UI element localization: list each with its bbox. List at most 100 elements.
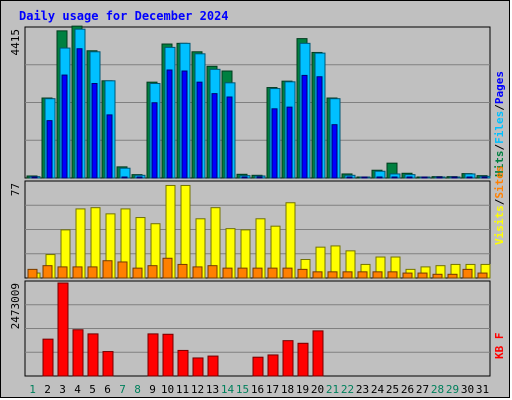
day-label-9: 9 — [149, 383, 156, 396]
bar-kb-f-day-18 — [282, 340, 294, 377]
legend-entry: KB F — [493, 333, 506, 360]
bar-pages-day-8 — [136, 176, 143, 179]
bar-sites-day-22 — [342, 271, 353, 279]
bar-pages-day-27 — [421, 176, 428, 179]
bar-pages-day-26 — [406, 176, 413, 179]
day-label-25: 25 — [386, 383, 399, 396]
bar-pages-day-25 — [391, 176, 398, 179]
day-label-4: 4 — [74, 383, 81, 396]
bar-pages-day-15 — [241, 176, 248, 179]
legend-entry: / — [493, 198, 506, 205]
bar-sites-day-10 — [162, 257, 173, 279]
bar-visits-day-18 — [285, 202, 296, 279]
bar-sites-day-23 — [357, 271, 368, 279]
bar-pages-day-22 — [346, 176, 353, 179]
bar-kb-f-day-3 — [57, 282, 69, 377]
bar-sites-day-3 — [57, 266, 68, 279]
bar-sites-day-7 — [117, 261, 128, 279]
bar-kb-f-day-20 — [312, 330, 324, 377]
bar-sites-day-25 — [387, 271, 398, 279]
bar-pages-day-31 — [481, 176, 488, 179]
day-label-20: 20 — [311, 383, 324, 396]
day-label-3: 3 — [59, 383, 66, 396]
bar-sites-day-12 — [192, 266, 203, 279]
bar-kb-f-day-4 — [72, 329, 84, 377]
bar-pages-day-3 — [61, 74, 68, 179]
bar-pages-day-1 — [31, 176, 38, 179]
legend-entry: / — [493, 144, 506, 151]
bar-sites-day-5 — [87, 266, 98, 279]
day-label-11: 11 — [176, 383, 189, 396]
legend-entry: Visits — [493, 205, 506, 245]
bar-sites-day-27 — [417, 272, 428, 279]
bar-sites-day-30 — [462, 268, 473, 279]
legend-entry: Hits — [493, 151, 506, 178]
y-max-label: 77 — [9, 183, 22, 196]
day-label-19: 19 — [296, 383, 309, 396]
bar-pages-day-12 — [196, 81, 203, 179]
chart-title: Daily usage for December 2024 — [19, 9, 229, 23]
bar-pages-day-21 — [331, 124, 338, 179]
day-label-16: 16 — [251, 383, 264, 396]
bar-sites-day-2 — [42, 265, 53, 279]
bar-kb-f-day-6 — [102, 351, 114, 377]
bar-pages-day-17 — [271, 108, 278, 179]
bar-pages-day-9 — [151, 102, 158, 179]
bar-kb-f-day-10 — [162, 333, 174, 377]
y-max-label: 2473009 — [9, 283, 22, 329]
bar-kb-f-day-13 — [207, 355, 219, 377]
legend-kbytes: KB F — [493, 333, 506, 360]
bar-sites-day-13 — [207, 265, 218, 279]
bar-sites-day-20 — [312, 271, 323, 279]
bar-sites-day-18 — [282, 267, 293, 279]
bar-pages-day-4 — [76, 48, 83, 179]
bar-pages-day-30 — [466, 176, 473, 179]
day-label-24: 24 — [371, 383, 385, 396]
bar-pages-day-20 — [316, 76, 323, 179]
bar-kb-f-day-16 — [252, 356, 264, 377]
bar-sites-day-15 — [237, 267, 248, 279]
bar-pages-day-2 — [46, 120, 53, 179]
bar-pages-day-14 — [226, 96, 233, 179]
day-label-1: 1 — [29, 383, 36, 396]
day-label-23: 23 — [356, 383, 369, 396]
bar-pages-day-28 — [436, 176, 443, 179]
day-label-10: 10 — [161, 383, 174, 396]
y-max-label: 4415 — [9, 29, 22, 56]
bar-sites-day-16 — [252, 267, 263, 279]
day-label-26: 26 — [401, 383, 414, 396]
bar-sites-day-26 — [402, 272, 413, 279]
panel-visits-sites: 77 Visits/Sites — [9, 166, 506, 279]
bar-pages-day-13 — [211, 93, 218, 179]
bar-sites-day-8 — [132, 267, 143, 279]
bar-sites-day-6 — [102, 260, 113, 279]
bar-sites-day-29 — [447, 273, 458, 279]
legend-entry: Files — [493, 111, 506, 144]
day-label-2: 2 — [44, 383, 51, 396]
bar-sites-day-19 — [297, 268, 308, 279]
bar-sites-day-11 — [177, 263, 188, 279]
bar-sites-day-4 — [72, 266, 83, 279]
bar-pages-day-10 — [166, 69, 173, 179]
bar-pages-day-6 — [106, 114, 113, 179]
day-label-22: 22 — [341, 383, 354, 396]
day-label-8: 8 — [134, 383, 141, 396]
day-label-17: 17 — [266, 383, 279, 396]
bar-pages-day-23 — [361, 176, 368, 179]
legend-entry: Pages — [493, 71, 506, 104]
day-label-15: 15 — [236, 383, 249, 396]
bar-pages-day-24 — [376, 176, 383, 179]
bar-sites-day-17 — [267, 267, 278, 279]
day-label-5: 5 — [89, 383, 96, 396]
bar-pages-day-29 — [451, 176, 458, 179]
day-axis: 1 2 3 4 5 6 7 8 9 10 11 12 13 14 15 16 17 18 19 20 21 22 23 24 2… — [29, 383, 489, 396]
panel-kbytes: 2473009 KB F — [9, 280, 506, 377]
day-label-30: 30 — [461, 383, 474, 396]
bar-kb-f-day-17 — [267, 354, 279, 377]
bar-kb-f-day-19 — [297, 342, 309, 377]
bar-sites-day-14 — [222, 267, 233, 279]
day-label-29: 29 — [446, 383, 459, 396]
bar-kb-f-day-11 — [177, 349, 189, 377]
